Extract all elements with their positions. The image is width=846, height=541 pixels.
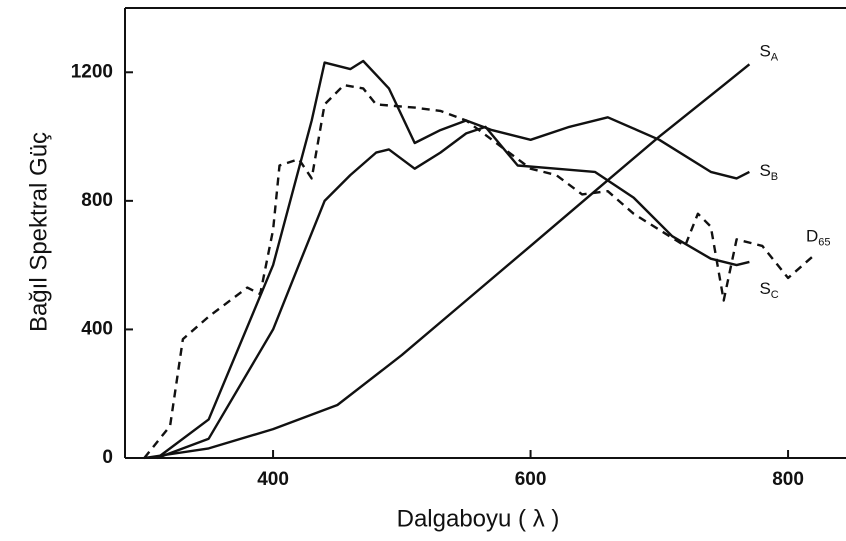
y-tick-label: 400 <box>81 318 113 339</box>
series-line <box>156 59 750 459</box>
series-label-main: S <box>759 279 770 298</box>
series-label-main: S <box>759 161 770 180</box>
series-label-sub: 65 <box>818 236 830 248</box>
x-tick-label: 800 <box>772 469 804 490</box>
series-label-sub: A <box>771 51 779 63</box>
series-label: D65 <box>806 227 831 248</box>
series-label-main: D <box>806 227 818 246</box>
y-axis-label: Bağıl Spektral Güç <box>25 132 52 332</box>
y-tick-label: 800 <box>81 190 113 211</box>
series-label-main: S <box>759 42 770 61</box>
x-axis-label: Dalgaboyu ( λ ) <box>397 505 560 532</box>
series-label-sub: C <box>771 289 779 301</box>
series-label-sub: B <box>771 171 778 183</box>
series-line <box>156 125 750 460</box>
y-tick-label: 1200 <box>71 61 113 82</box>
y-tick-label: 0 <box>102 447 113 468</box>
series-label: SA <box>759 42 778 63</box>
x-tick-label: 600 <box>515 469 547 490</box>
series-label: SC <box>759 279 778 300</box>
series-line <box>143 83 815 459</box>
x-tick-label: 400 <box>257 469 289 490</box>
series-line <box>144 63 751 460</box>
series-label: SB <box>759 161 778 182</box>
